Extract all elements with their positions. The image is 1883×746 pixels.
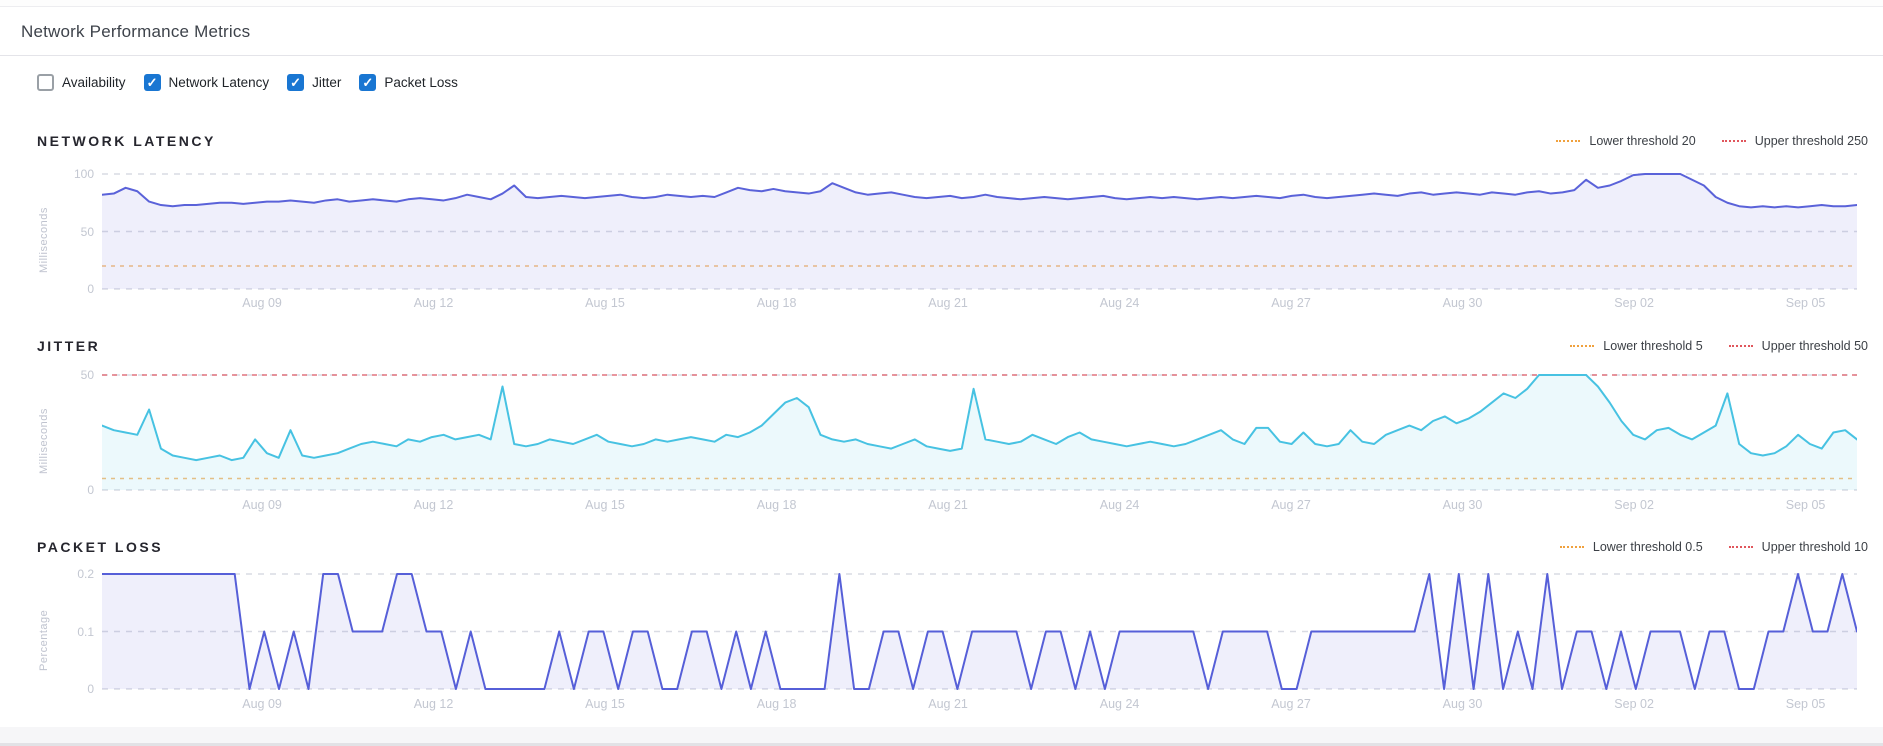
x-tick-label: Sep 05 [1785, 296, 1826, 310]
filter-jitter[interactable]: ✓ Jitter [287, 74, 341, 91]
chart-plot-area[interactable] [102, 169, 1857, 290]
x-tick-label: Aug 09 [242, 697, 282, 711]
metric-filters: Availability ✓ Network Latency ✓ Jitter ✓ Pack… [37, 74, 458, 91]
x-tick-label: Aug 12 [413, 498, 454, 512]
lower-threshold-legend: Lower threshold 20 [1556, 134, 1696, 148]
x-axis-labels: Aug 09 Aug 12 Aug 15 Aug 18 Aug 21 Aug 24 Aug … [102, 498, 1857, 514]
checkbox-checked-icon[interactable]: ✓ [287, 74, 305, 91]
x-tick-label: Aug 30 [1442, 296, 1483, 310]
x-tick-label: Aug 27 [1271, 498, 1311, 512]
y-tick-label: 50 [80, 368, 94, 382]
x-tick-label: Aug 30 [1442, 498, 1483, 512]
x-tick-label: Aug 09 [242, 498, 282, 512]
y-axis-label: Milliseconds [38, 408, 50, 475]
x-tick-label: Aug 15 [585, 498, 625, 512]
upper-threshold-icon [1728, 345, 1753, 347]
upper-threshold-legend: Upper threshold 250 [1721, 134, 1868, 148]
x-tick-label: Aug 24 [1099, 697, 1140, 711]
y-tick-label: 100 [73, 167, 94, 181]
x-tick-label: Sep 05 [1785, 697, 1826, 711]
y-axis-label: Milliseconds [38, 207, 50, 274]
x-tick-label: Aug 12 [413, 697, 454, 711]
upper-threshold-legend: Upper threshold 10 [1728, 540, 1868, 554]
y-axis-ticks: 100 50 0 [52, 167, 94, 296]
x-tick-label: Aug 24 [1099, 498, 1140, 512]
x-tick-label: Sep 02 [1614, 697, 1654, 711]
top-divider [0, 0, 1883, 7]
threshold-legend: Lower threshold 5 Upper threshold 50 [1570, 339, 1868, 353]
filter-network-latency[interactable]: ✓ Network Latency [143, 74, 270, 91]
x-tick-label: Sep 02 [1614, 498, 1654, 512]
lower-threshold-icon [1570, 345, 1595, 347]
x-tick-label: Aug 15 [585, 296, 625, 310]
jitter-plot[interactable] [102, 370, 1857, 491]
checkbox-unchecked-icon[interactable] [37, 74, 54, 91]
filter-label: Jitter [312, 75, 342, 90]
lower-threshold-label: Lower threshold 20 [1589, 134, 1696, 148]
packet-loss-plot[interactable] [102, 569, 1857, 690]
x-tick-label: Aug 09 [242, 296, 282, 310]
checkbox-checked-icon[interactable]: ✓ [359, 74, 377, 91]
x-tick-label: Sep 05 [1785, 498, 1826, 512]
filter-label: Packet Loss [384, 75, 458, 90]
filter-availability[interactable]: Availability [37, 74, 126, 91]
x-tick-label: Aug 27 [1271, 296, 1311, 310]
upper-threshold-icon [1728, 546, 1753, 548]
x-axis-labels: Aug 09 Aug 12 Aug 15 Aug 18 Aug 21 Aug 24 Aug … [102, 697, 1857, 713]
y-tick-label: 50 [80, 224, 94, 239]
y-tick-label: 0.1 [77, 624, 94, 639]
checkbox-checked-icon[interactable]: ✓ [143, 74, 161, 91]
threshold-legend: Lower threshold 20 Upper threshold 250 [1556, 134, 1868, 148]
x-tick-label: Aug 18 [756, 296, 797, 310]
jitter-title: JITTER [37, 338, 101, 354]
lower-threshold-icon [1556, 140, 1581, 142]
x-tick-label: Aug 15 [585, 697, 625, 711]
network-latency-section: NETWORK LATENCY Lower threshold 20 Upper… [0, 133, 1883, 323]
packet-loss-section: PACKET LOSS Lower threshold 0.5 Upper th… [0, 539, 1883, 724]
x-axis-labels: Aug 09 Aug 12 Aug 15 Aug 18 Aug 21 Aug 24 Aug … [102, 296, 1857, 312]
upper-threshold-label: Upper threshold 10 [1761, 540, 1868, 554]
bottom-band [0, 727, 1883, 746]
x-tick-label: Aug 24 [1099, 296, 1140, 310]
latency-plot[interactable] [102, 169, 1857, 290]
upper-threshold-legend: Upper threshold 50 [1728, 339, 1868, 353]
x-tick-label: Sep 02 [1614, 296, 1654, 310]
x-tick-label: Aug 18 [756, 697, 797, 711]
lower-threshold-label: Lower threshold 5 [1603, 339, 1703, 353]
filter-label: Availability [62, 75, 126, 90]
chart-plot-area[interactable] [102, 569, 1857, 690]
y-tick-label: 0 [87, 483, 94, 497]
x-tick-label: Aug 18 [756, 498, 797, 512]
page-title: Network Performance Metrics [21, 21, 251, 41]
y-axis-label: Percentage [38, 609, 50, 672]
card-header: Network Performance Metrics [0, 8, 1883, 56]
x-tick-label: Aug 21 [928, 498, 968, 512]
x-tick-label: Aug 27 [1271, 697, 1311, 711]
x-tick-label: Aug 21 [928, 296, 968, 310]
filter-packet-loss[interactable]: ✓ Packet Loss [359, 74, 458, 91]
packet-loss-title: PACKET LOSS [37, 539, 164, 555]
x-tick-label: Aug 21 [928, 697, 968, 711]
network-latency-title: NETWORK LATENCY [37, 133, 216, 149]
upper-threshold-label: Upper threshold 50 [1761, 339, 1868, 353]
y-tick-label: 0.2 [77, 567, 94, 581]
lower-threshold-legend: Lower threshold 0.5 [1559, 540, 1703, 554]
y-axis-ticks: 0.2 0.1 0 [52, 567, 94, 696]
y-tick-label: 0 [87, 282, 94, 296]
jitter-section: JITTER Lower threshold 5 Upper threshold… [0, 338, 1883, 523]
bottom-divider [0, 743, 1883, 746]
filter-label: Network Latency [168, 75, 270, 90]
lower-threshold-label: Lower threshold 0.5 [1592, 540, 1703, 554]
y-tick-label: 0 [87, 682, 94, 696]
x-tick-label: Aug 12 [413, 296, 454, 310]
y-axis-ticks: 50 0 [52, 368, 94, 497]
upper-threshold-icon [1721, 140, 1746, 142]
upper-threshold-label: Upper threshold 250 [1754, 134, 1868, 148]
lower-threshold-legend: Lower threshold 5 [1570, 339, 1703, 353]
x-tick-label: Aug 30 [1442, 697, 1483, 711]
chart-plot-area[interactable] [102, 370, 1857, 491]
lower-threshold-icon [1559, 546, 1584, 548]
threshold-legend: Lower threshold 0.5 Upper threshold 10 [1559, 540, 1868, 554]
